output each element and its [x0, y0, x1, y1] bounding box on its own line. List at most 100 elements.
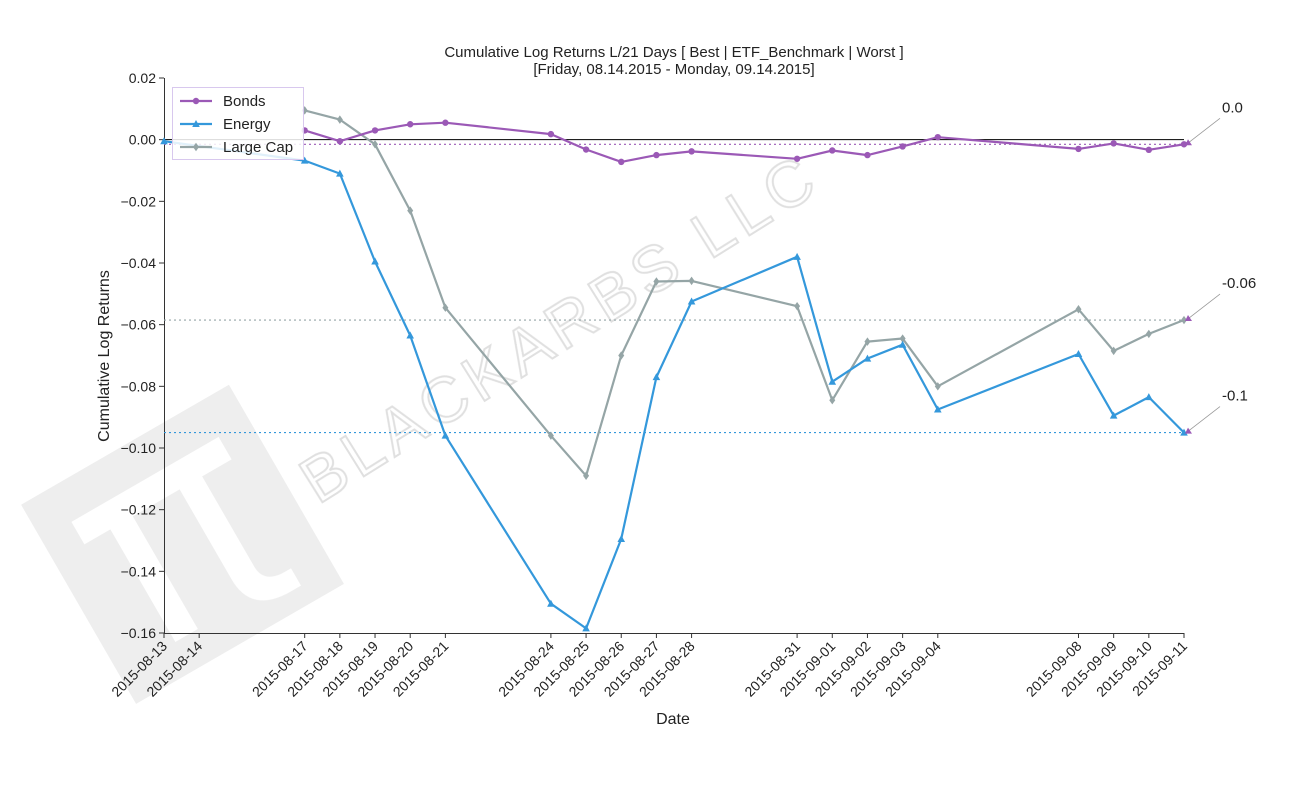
data-point — [653, 277, 660, 286]
data-point — [828, 377, 837, 385]
axes — [164, 78, 1184, 634]
series-bonds — [301, 119, 1188, 166]
data-point — [687, 297, 696, 305]
chart-title: Cumulative Log Returns L/21 Days [ Best … — [444, 44, 903, 61]
annotation-label: -0.1 — [1222, 388, 1248, 405]
y-tick-label: −0.02 — [121, 193, 157, 209]
legend-label: Bonds — [223, 93, 266, 110]
data-point — [1110, 346, 1117, 356]
legend-marker — [192, 120, 200, 127]
data-point — [652, 373, 661, 381]
data-point — [1110, 140, 1117, 147]
data-point — [933, 405, 942, 413]
data-point — [372, 140, 379, 149]
chart-subtitle: [Friday, 08.14.2015 - Monday, 09.14.2015… — [533, 61, 814, 78]
data-point — [1145, 393, 1153, 401]
legend-item: Bonds — [180, 93, 266, 110]
y-tick-label: −0.14 — [121, 563, 157, 579]
data-point — [863, 354, 872, 362]
data-point — [794, 301, 801, 311]
data-point — [407, 206, 414, 215]
y-tick-label: 0.00 — [129, 132, 156, 148]
data-point — [583, 471, 590, 480]
legend-marker — [193, 142, 199, 152]
series-line — [163, 140, 1185, 630]
data-point — [1145, 329, 1152, 339]
data-point — [1075, 145, 1082, 153]
data-point — [582, 624, 590, 632]
data-point — [793, 252, 801, 260]
pi-logo-icon — [21, 384, 344, 704]
legend-item: Energy — [180, 116, 271, 133]
annotation-marker — [1185, 139, 1192, 146]
data-point — [160, 137, 168, 145]
data-point — [934, 382, 941, 391]
watermark-text: BLACKARBS LLC — [287, 139, 832, 517]
legend-label: Energy — [223, 116, 271, 133]
y-tick-label: −0.06 — [121, 317, 157, 333]
data-point — [547, 431, 554, 440]
annotation-arrow — [1188, 117, 1221, 143]
data-point — [1180, 141, 1188, 148]
data-point — [371, 257, 379, 265]
y-ticks: 0.02 0.00 −0.02 −0.04 −0.06 −0.08 −0.10 −0.12 −0… — [121, 70, 164, 641]
data-point — [864, 337, 871, 346]
data-point — [547, 599, 555, 607]
annotation-arrow — [1188, 293, 1221, 319]
annotation-label: 0.0 — [1222, 99, 1243, 116]
watermark: BLACKARBS LLC — [21, 138, 833, 704]
annotation-arrow — [1188, 406, 1221, 431]
data-point — [1109, 411, 1118, 419]
data-point — [793, 155, 801, 162]
y-tick-label: −0.04 — [121, 255, 157, 271]
legend: Bonds Energy Large Cap — [172, 87, 304, 160]
data-point — [829, 396, 836, 405]
data-point — [618, 351, 625, 360]
data-point — [688, 276, 695, 286]
data-point — [618, 158, 625, 166]
data-point — [300, 156, 309, 164]
series-energy — [160, 137, 1188, 632]
data-point — [336, 115, 343, 124]
data-point — [442, 119, 449, 126]
y-tick-label: 0.02 — [129, 70, 156, 86]
y-tick-label: −0.10 — [121, 440, 157, 456]
data-point — [1181, 315, 1187, 325]
data-point — [1180, 428, 1188, 436]
data-point — [406, 331, 415, 339]
data-point — [898, 340, 907, 348]
series-large-cap — [301, 106, 1187, 480]
data-point — [899, 143, 906, 150]
data-point — [864, 151, 871, 159]
data-point — [441, 431, 450, 439]
y-tick-label: −0.08 — [121, 378, 157, 394]
y-axis-title: Cumulative Log Returns — [96, 270, 113, 442]
series-line — [304, 121, 1185, 163]
annotation-marker — [1185, 427, 1192, 434]
data-point — [371, 127, 379, 134]
x-axis-title: Date — [656, 711, 690, 728]
data-point — [829, 147, 836, 154]
data-point — [407, 121, 414, 128]
data-point — [617, 534, 626, 542]
data-point — [899, 334, 906, 343]
data-point — [688, 148, 695, 155]
data-point — [653, 151, 660, 159]
y-tick-label: −0.12 — [121, 502, 157, 518]
series-layer — [160, 106, 1188, 632]
data-point — [1145, 146, 1153, 154]
data-point — [934, 134, 941, 141]
legend-marker — [192, 97, 200, 105]
data-point — [582, 146, 590, 153]
data-point — [1075, 305, 1082, 314]
annotation-label: -0.06 — [1222, 275, 1256, 292]
data-point — [336, 169, 344, 177]
data-point — [336, 138, 344, 145]
y-tick-label: −0.16 — [121, 625, 157, 641]
annotation-marker — [1185, 315, 1192, 322]
data-point — [442, 303, 449, 312]
annotations: 0.0 -0.06 -0.1 — [1185, 99, 1256, 434]
data-point — [547, 130, 555, 138]
legend-label: Large Cap — [223, 139, 293, 156]
